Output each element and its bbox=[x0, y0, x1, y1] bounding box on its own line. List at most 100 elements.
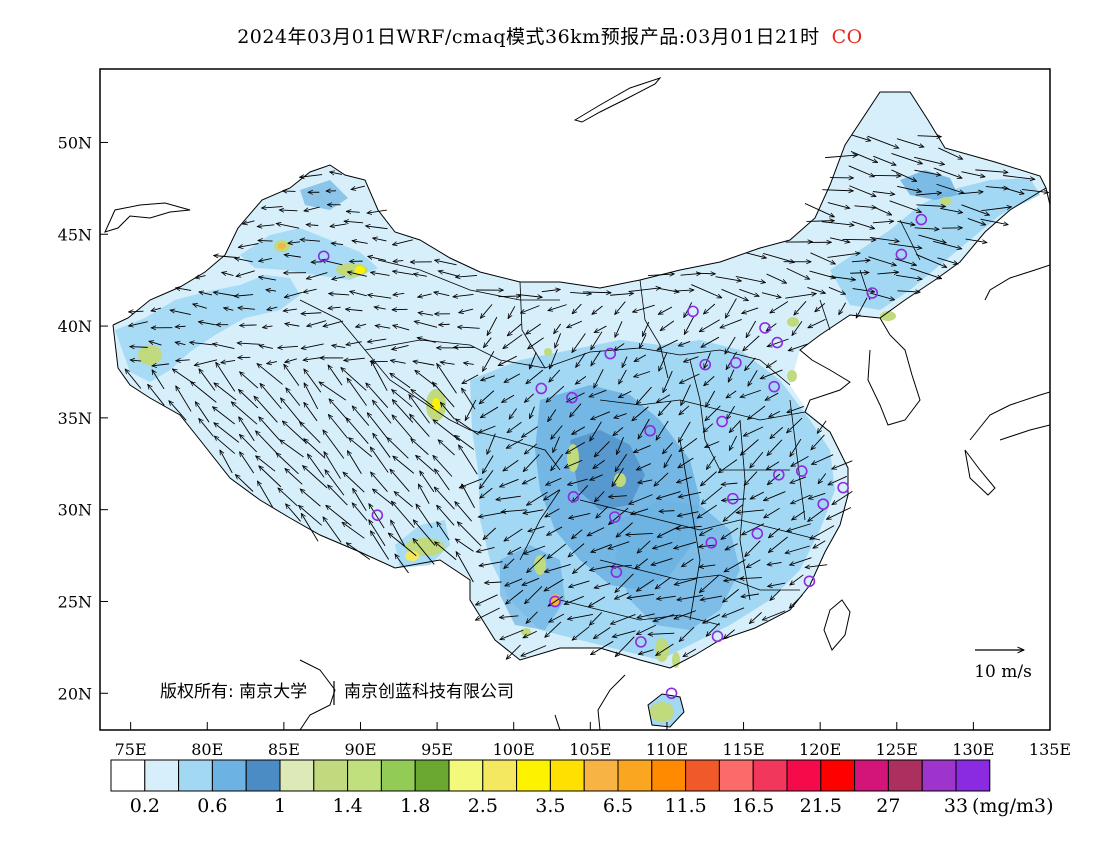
wind-arrow bbox=[636, 463, 651, 471]
station-marker bbox=[635, 636, 647, 648]
legend-swatch bbox=[921, 759, 957, 792]
wind-arrow bbox=[487, 433, 496, 455]
wind-arrow bbox=[896, 185, 921, 191]
wind-arrow bbox=[657, 339, 678, 350]
wind-arrow bbox=[679, 405, 690, 415]
wind-arrow bbox=[656, 595, 676, 599]
wind-arrow bbox=[589, 596, 606, 607]
wind-arrow bbox=[615, 453, 628, 471]
wind-arrow bbox=[897, 291, 920, 292]
wind-arrow bbox=[621, 356, 628, 368]
legend-swatch bbox=[955, 759, 991, 792]
wind-arrow bbox=[701, 486, 723, 504]
station-marker bbox=[751, 527, 764, 540]
legend-label: 27 bbox=[876, 795, 900, 817]
wind-arrow bbox=[677, 594, 703, 600]
wind-arrow bbox=[655, 577, 671, 589]
wind-arrow bbox=[851, 134, 870, 141]
wind-arrow bbox=[570, 292, 591, 293]
wind-arrow bbox=[701, 471, 717, 486]
wind-arrow bbox=[822, 190, 853, 191]
wind-arrow bbox=[594, 369, 604, 388]
wind-arrow bbox=[300, 422, 321, 444]
wind-arrow bbox=[373, 489, 394, 506]
wind-arrow bbox=[632, 304, 655, 312]
wind-arrow bbox=[267, 362, 278, 364]
wind-arrow bbox=[176, 360, 190, 361]
lon-tick-label: 130E bbox=[952, 740, 994, 759]
wind-arrow bbox=[875, 207, 891, 216]
wind-arrow bbox=[151, 308, 162, 311]
wind-arrow bbox=[701, 336, 720, 347]
wind-arrow bbox=[593, 459, 605, 468]
wind-arrow bbox=[366, 226, 388, 230]
wind-arrow bbox=[462, 484, 475, 509]
wind-arrow bbox=[568, 543, 585, 557]
wind-arrow bbox=[917, 136, 942, 137]
wind-arrow bbox=[722, 607, 745, 617]
wind-arrow bbox=[787, 406, 804, 412]
altai-band bbox=[300, 180, 348, 210]
wind-arrow bbox=[678, 421, 691, 442]
yunnan-band bbox=[500, 545, 565, 630]
legend-label: 11.5 bbox=[664, 795, 706, 817]
wind-arrow bbox=[590, 421, 602, 441]
wind-arrow bbox=[390, 373, 411, 389]
wind-arrow bbox=[257, 364, 283, 385]
wind-arrow bbox=[638, 418, 650, 439]
wind-arrow bbox=[674, 541, 697, 548]
wind-arrow bbox=[433, 382, 455, 408]
wind-arrow bbox=[869, 236, 899, 241]
wind-arrow bbox=[656, 420, 669, 440]
wind-arrow bbox=[547, 543, 567, 559]
lon-tick-label: 105E bbox=[569, 740, 611, 759]
wind-arrow bbox=[395, 554, 409, 574]
wind-arrow bbox=[851, 260, 870, 262]
wind-arrow bbox=[762, 610, 786, 620]
wind-arrow bbox=[808, 492, 826, 499]
wind-arrow bbox=[453, 294, 474, 296]
wind-arrow bbox=[482, 455, 494, 474]
wind-arrow bbox=[462, 374, 479, 384]
station-marker bbox=[609, 511, 621, 523]
wind-arrow bbox=[594, 583, 611, 589]
wind-arrow bbox=[300, 489, 321, 507]
wind-arrow bbox=[792, 320, 803, 335]
wind-arrow bbox=[656, 643, 674, 656]
wind-arrow bbox=[240, 372, 259, 389]
station-marker bbox=[535, 382, 548, 395]
wind-arrow bbox=[888, 243, 922, 249]
lon-tick-label: 120E bbox=[799, 740, 841, 759]
wind-arrow bbox=[634, 371, 651, 376]
wind-arrow bbox=[915, 193, 942, 195]
wind-arrow bbox=[234, 295, 254, 297]
wind-arrow bbox=[628, 288, 661, 292]
wind-arrow bbox=[323, 430, 345, 459]
wind-arrow bbox=[434, 292, 450, 297]
wind-arrow bbox=[619, 369, 627, 384]
wind-arrow bbox=[770, 301, 789, 313]
wind-arrow bbox=[591, 411, 611, 420]
wind-arrow bbox=[870, 292, 894, 300]
wind-arrow bbox=[566, 441, 586, 453]
wind-arrow bbox=[764, 507, 780, 518]
wind-arrow bbox=[635, 558, 649, 569]
wind-arrow bbox=[344, 221, 364, 223]
wind-arrow bbox=[483, 351, 495, 371]
wind-arrow bbox=[527, 491, 548, 505]
wind-arrow bbox=[387, 438, 409, 459]
wind-arrow bbox=[614, 413, 627, 418]
wind-arrow bbox=[523, 545, 546, 554]
wind-arrow bbox=[589, 565, 611, 570]
wind-arrow bbox=[262, 326, 273, 328]
wind-arrow bbox=[961, 171, 985, 177]
wind-arrow bbox=[259, 466, 282, 488]
wind-arrow bbox=[614, 592, 629, 599]
wind-arrow bbox=[547, 526, 563, 535]
legend-swatch bbox=[380, 759, 416, 792]
legend-label: 16.5 bbox=[732, 795, 774, 817]
wind-arrow bbox=[549, 613, 565, 622]
wind-arrow bbox=[347, 378, 367, 406]
wind-arrow bbox=[786, 267, 810, 280]
legend-swatch bbox=[617, 759, 653, 792]
